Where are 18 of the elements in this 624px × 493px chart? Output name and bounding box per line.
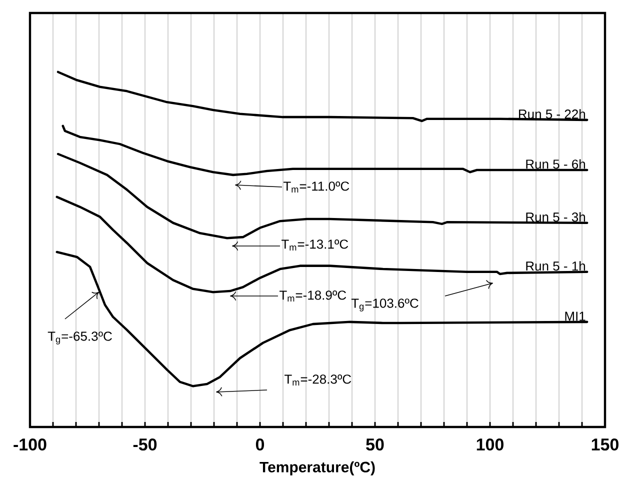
annotation: T$_{m}$=-11.0ºC xyxy=(284,182,350,192)
x-tick-label: -100 xyxy=(14,438,46,451)
annotation: T$_{m}$=-18.9ºC xyxy=(280,290,346,302)
annotation: T$_{m}$=-28.3ºC xyxy=(284,374,352,386)
series-label: Run 5 - 6h xyxy=(526,159,586,169)
x-tick-label: 0 xyxy=(256,438,264,451)
x-tick-label: -50 xyxy=(133,438,157,451)
annotation: T$_{g}$=-65.3ºC xyxy=(48,332,112,344)
series-label: Run 5 - 1h xyxy=(526,261,586,271)
x-axis-title: Temperature(ºC) xyxy=(260,461,375,476)
x-tick-label: 100 xyxy=(476,438,504,451)
annotation: T$_{m}$=-13.1ºC xyxy=(282,240,348,250)
x-tick-label: 50 xyxy=(366,438,384,451)
x-tick-label: 150 xyxy=(592,438,618,451)
series-label: Run 5 - 3h xyxy=(526,212,586,222)
series-label: MI1 xyxy=(565,312,586,321)
annotation: T$_{g}$=103.6ºC xyxy=(351,298,418,312)
series-label: Run 5 - 22h xyxy=(519,109,586,119)
